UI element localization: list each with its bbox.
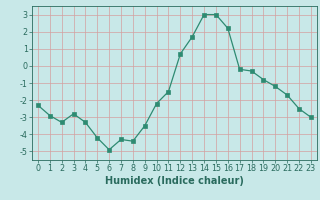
X-axis label: Humidex (Indice chaleur): Humidex (Indice chaleur) xyxy=(105,176,244,186)
